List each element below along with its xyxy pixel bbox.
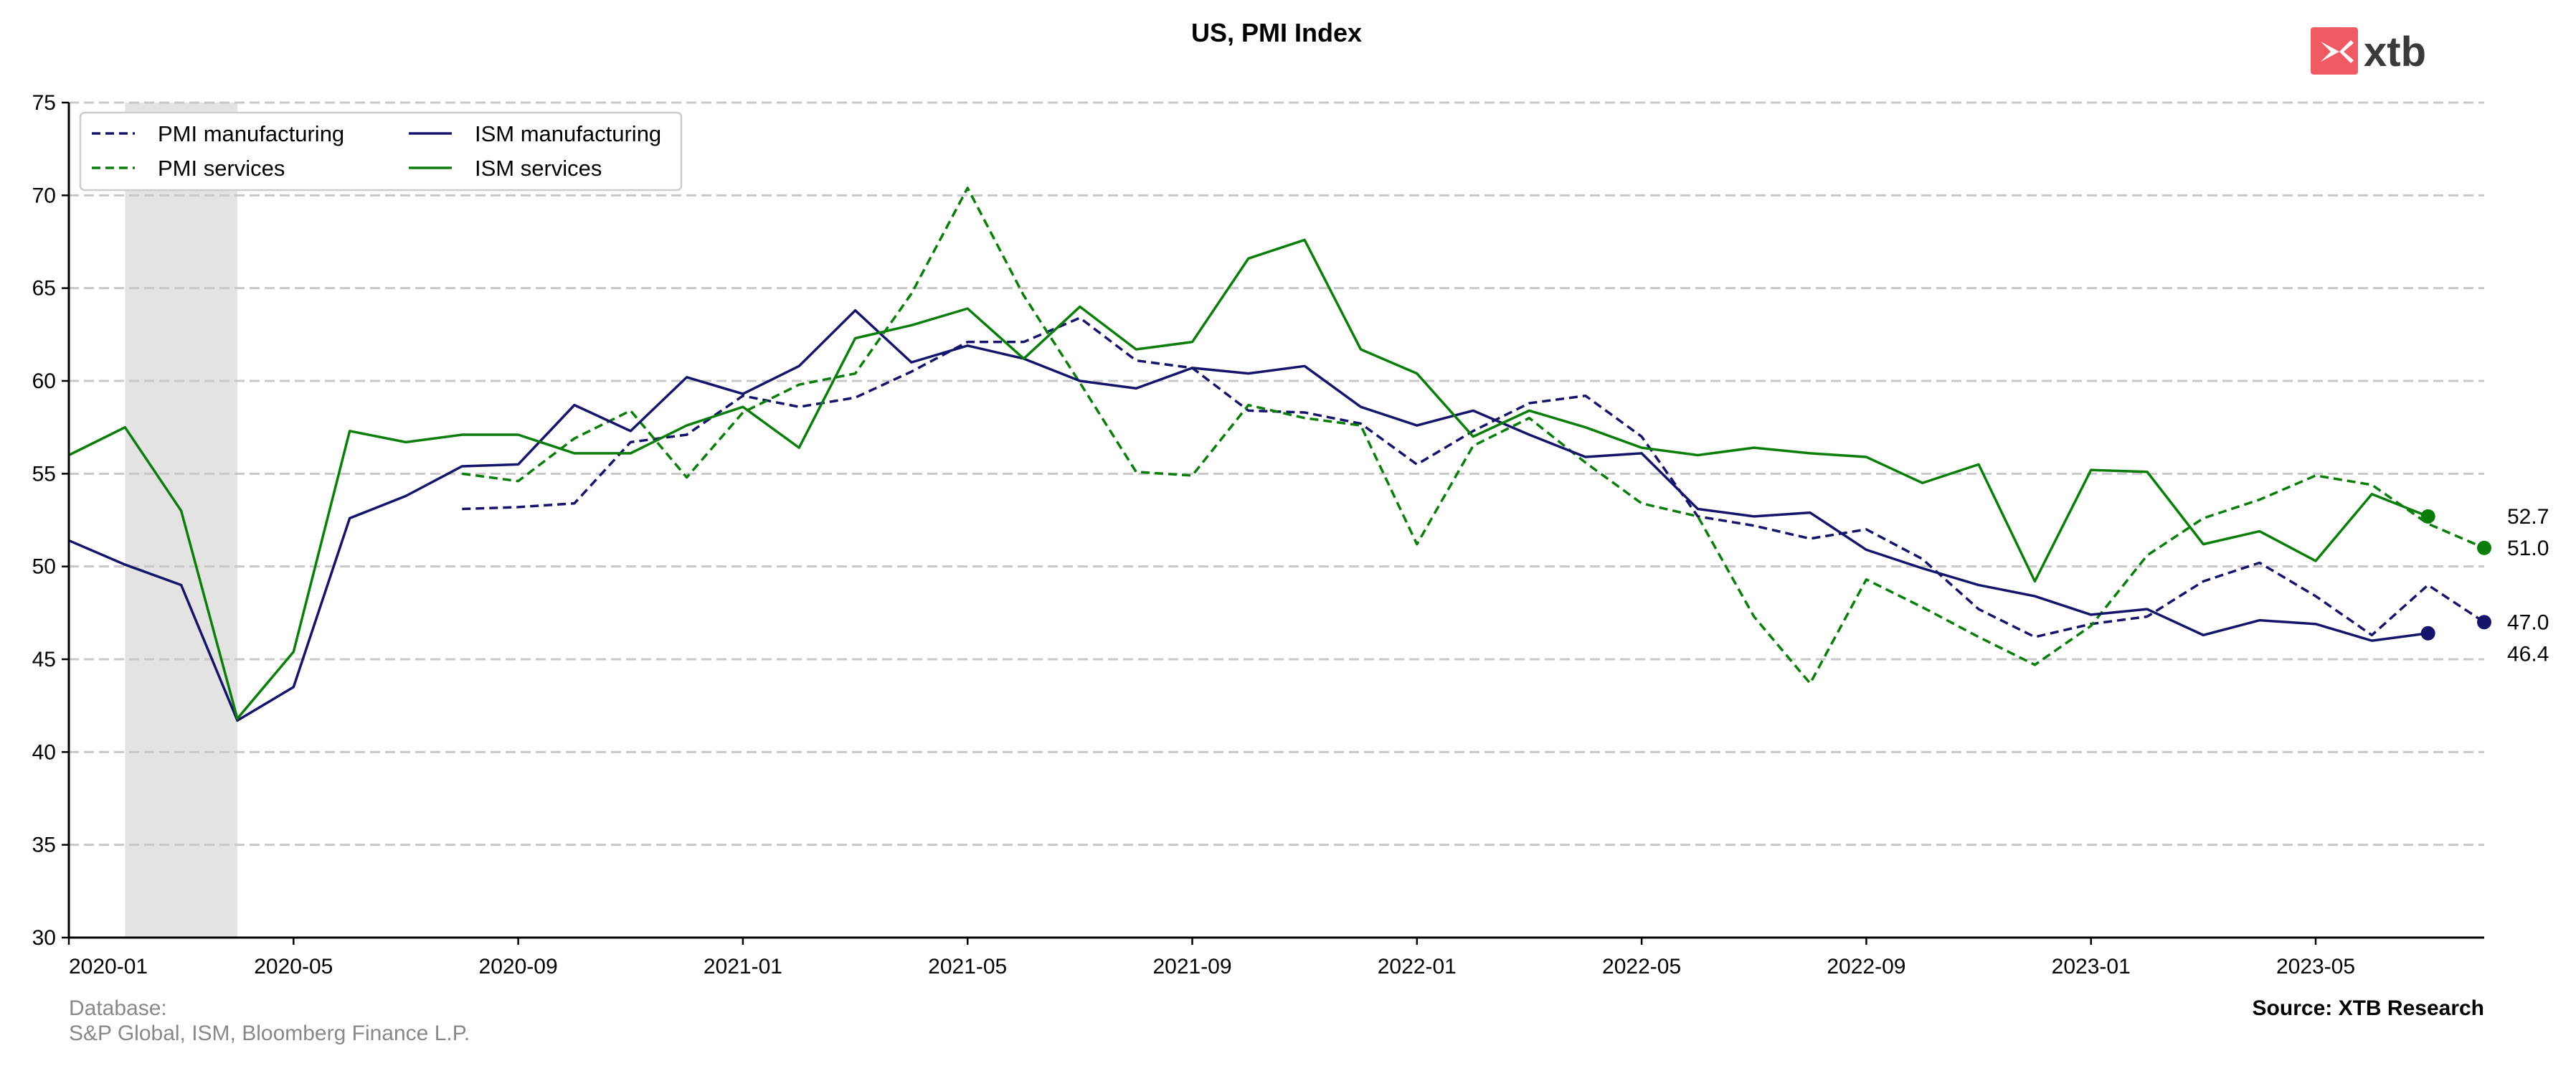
xtb-logo-text: xtb (2364, 29, 2426, 75)
end-value-label-3: 52.7 (2507, 505, 2549, 529)
series-line-3 (68, 238, 2429, 720)
legend: PMI manufacturing PMI services ISM manufac… (79, 111, 683, 192)
x-tick-label: 2020-09 (479, 955, 558, 978)
database-label: Database: (69, 996, 167, 1020)
legend-box (79, 111, 683, 192)
y-tick-label: 35 (32, 834, 56, 857)
x-tick-label: 2020-01 (69, 955, 148, 978)
legend-entry: PMI manufacturing (158, 121, 344, 146)
y-tick-label: 65 (32, 277, 56, 301)
y-tick-label: 75 (32, 91, 56, 115)
x-tick-label: 2021-09 (1152, 955, 1231, 978)
y-tick-label: 55 (32, 462, 56, 486)
y-tick-label: 70 (32, 184, 56, 207)
xtb-logo-glyph (2321, 40, 2354, 63)
y-tick-label: 50 (32, 555, 56, 579)
x-tick-label: 2022-01 (1378, 955, 1457, 978)
x-tick-label: 2023-05 (2276, 955, 2355, 978)
plot-area: 52.7 51.0 47.0 46.4 30 35 40 45 50 55 60 65 70 75 2020… (32, 91, 2549, 978)
end-value-label-0: 47.0 (2507, 610, 2549, 634)
series-end-marker-3 (2420, 509, 2435, 524)
shaded-period (125, 103, 237, 938)
series-end-marker-1 (2477, 540, 2491, 555)
series-line-2 (68, 308, 2428, 722)
chart-title: US, PMI Index (1191, 18, 1362, 47)
y-tick-label: 60 (32, 369, 56, 393)
series-line-1 (462, 187, 2485, 685)
database-sources: S&P Global, ISM, Bloomberg Finance L.P. (69, 1022, 470, 1045)
y-tick-label: 40 (32, 740, 56, 764)
x-tick-label: 2020-05 (254, 955, 333, 978)
series-line-0 (462, 316, 2485, 638)
xtb-logo: xtb (2311, 27, 2426, 75)
y-tick-label: 30 (32, 926, 56, 950)
x-tick-label: 2022-05 (1602, 955, 1681, 978)
x-tick-label: 2023-01 (2052, 955, 2131, 978)
end-value-label-2: 46.4 (2507, 642, 2549, 666)
end-value-label-1: 51.0 (2507, 537, 2549, 560)
x-tick-label: 2021-01 (704, 955, 782, 978)
y-tick-label: 45 (32, 648, 56, 671)
legend-entry: PMI services (158, 156, 285, 181)
series-end-marker-2 (2420, 626, 2435, 641)
source-label: Source: XTB Research (2253, 996, 2484, 1020)
series-end-marker-0 (2477, 615, 2491, 630)
legend-entry: ISM services (475, 156, 602, 181)
x-tick-label: 2021-05 (928, 955, 1007, 978)
legend-entry: ISM manufacturing (475, 121, 661, 146)
x-tick-label: 2022-09 (1827, 955, 1905, 978)
